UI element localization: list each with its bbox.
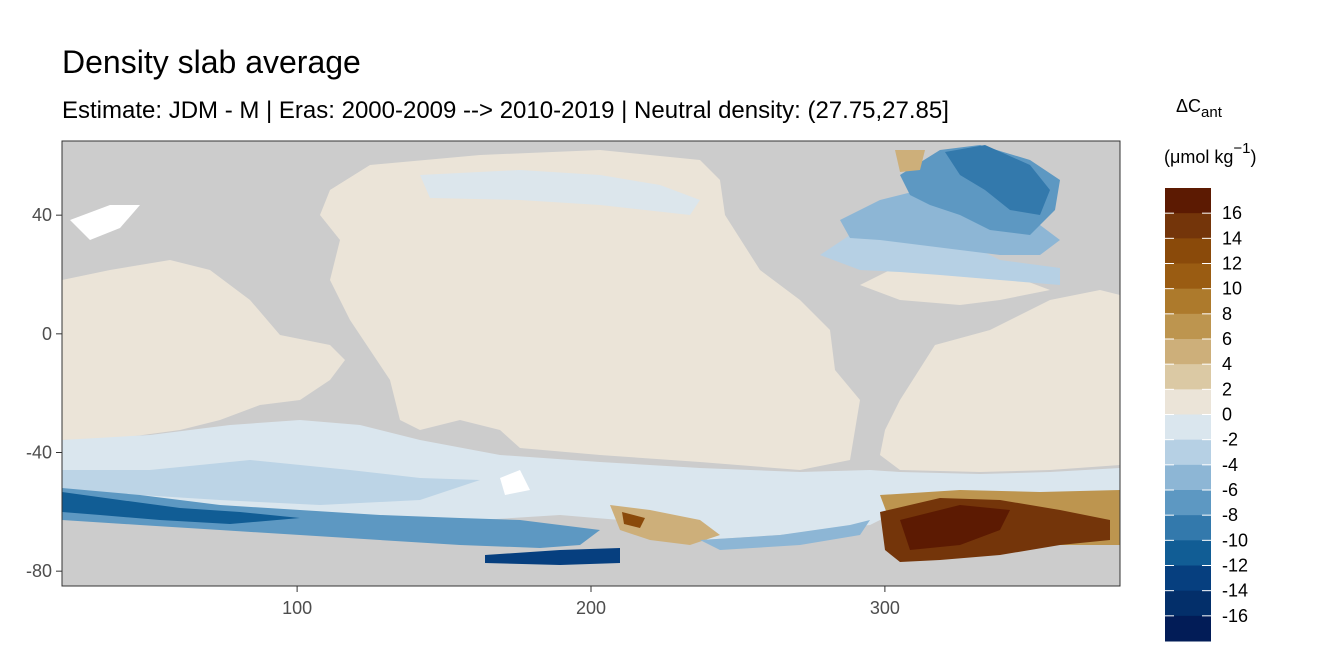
legend-unit: (μmol kg−1) bbox=[1164, 140, 1257, 167]
legend-title: ΔCant bbox=[1176, 96, 1223, 121]
x-tick-label: 300 bbox=[870, 598, 900, 618]
colorbar-swatch bbox=[1165, 213, 1211, 239]
colorbar-swatch bbox=[1165, 364, 1211, 390]
pacific-sector-margin bbox=[700, 520, 870, 550]
colorbar-label: -4 bbox=[1222, 455, 1238, 475]
y-tick-label: -80 bbox=[26, 561, 52, 581]
labrador-brown bbox=[895, 150, 925, 172]
colorbar-swatch bbox=[1165, 590, 1211, 617]
map-panel bbox=[61, 140, 1121, 587]
colorbar-swatch bbox=[1165, 515, 1211, 541]
colorbar-swatch bbox=[1165, 615, 1211, 642]
colorbar-swatch bbox=[1165, 540, 1211, 566]
y-tick-label: -40 bbox=[26, 443, 52, 463]
irminger-darkest bbox=[945, 145, 1050, 215]
ross-sea-brown-dark bbox=[622, 512, 645, 528]
colorbar-label: -6 bbox=[1222, 480, 1238, 500]
colorbar-swatch bbox=[1165, 490, 1211, 516]
chart-title: Density slab average bbox=[62, 44, 361, 80]
colorbar-swatch bbox=[1165, 188, 1211, 214]
colorbar-label: 2 bbox=[1222, 379, 1232, 399]
colorbar-label: 16 bbox=[1222, 203, 1242, 223]
colorbar-swatch bbox=[1165, 565, 1211, 592]
colorbar-swatch bbox=[1165, 313, 1211, 340]
colorbar-label: -2 bbox=[1222, 430, 1238, 450]
y-tick-label: 0 bbox=[42, 324, 52, 344]
north-pacific-light bbox=[420, 170, 700, 215]
ross-sea-brown bbox=[610, 505, 720, 545]
colorbar-label: 14 bbox=[1222, 228, 1242, 248]
colorbar-label: 12 bbox=[1222, 254, 1242, 274]
colorbar-swatch bbox=[1165, 288, 1211, 315]
colorbar-swatch bbox=[1165, 439, 1211, 466]
southern-ocean-band bbox=[62, 420, 1120, 540]
south-atlantic bbox=[880, 290, 1120, 472]
colorbar-label: -14 bbox=[1222, 581, 1248, 601]
chart-subtitle: Estimate: JDM - M | Eras: 2000-2009 --> … bbox=[62, 97, 949, 124]
colorbar-swatch bbox=[1165, 464, 1211, 491]
antarctic-margin-dark bbox=[62, 492, 300, 524]
y-tick-label: 40 bbox=[32, 205, 52, 225]
ross-sea-dark bbox=[485, 548, 620, 565]
colorbar-label: 10 bbox=[1222, 279, 1242, 299]
indian-basin bbox=[62, 260, 345, 440]
southern-ocean-mid bbox=[62, 460, 480, 505]
colorbar-label: -10 bbox=[1222, 530, 1248, 550]
colorbar-label: 4 bbox=[1222, 354, 1232, 374]
colorbar-label: -12 bbox=[1222, 556, 1248, 576]
colorbar-swatch bbox=[1165, 339, 1211, 365]
x-tick-label: 200 bbox=[576, 598, 606, 618]
colorbar-swatch bbox=[1165, 414, 1211, 441]
white-cells-north bbox=[70, 205, 140, 240]
colorbar-legend: ΔCant (μmol kg−1) 16 14 12 10 8 6 4 2 0 -2 -4 -6 -8 -10… bbox=[1164, 96, 1257, 642]
weddell-sea-brown-dark bbox=[900, 505, 1010, 550]
colorbar-label: 6 bbox=[1222, 329, 1232, 349]
colorbar-label: 8 bbox=[1222, 304, 1232, 324]
antarctic-margin-blue bbox=[62, 488, 600, 548]
ocean-field bbox=[62, 145, 1120, 565]
x-tick-label: 100 bbox=[282, 598, 312, 618]
colorbar-label: 0 bbox=[1222, 405, 1232, 425]
colorbar-swatch bbox=[1165, 263, 1211, 290]
colorbar-swatch bbox=[1165, 389, 1211, 415]
north-atlantic-light bbox=[820, 230, 1060, 285]
pacific-basin bbox=[320, 150, 860, 470]
colorbar-label: -16 bbox=[1222, 606, 1248, 626]
colorbar-label: -8 bbox=[1222, 505, 1238, 525]
colorbar-swatch bbox=[1165, 238, 1211, 264]
north-atlantic-mid bbox=[840, 190, 1060, 255]
white-cells-southafrica bbox=[500, 470, 530, 495]
